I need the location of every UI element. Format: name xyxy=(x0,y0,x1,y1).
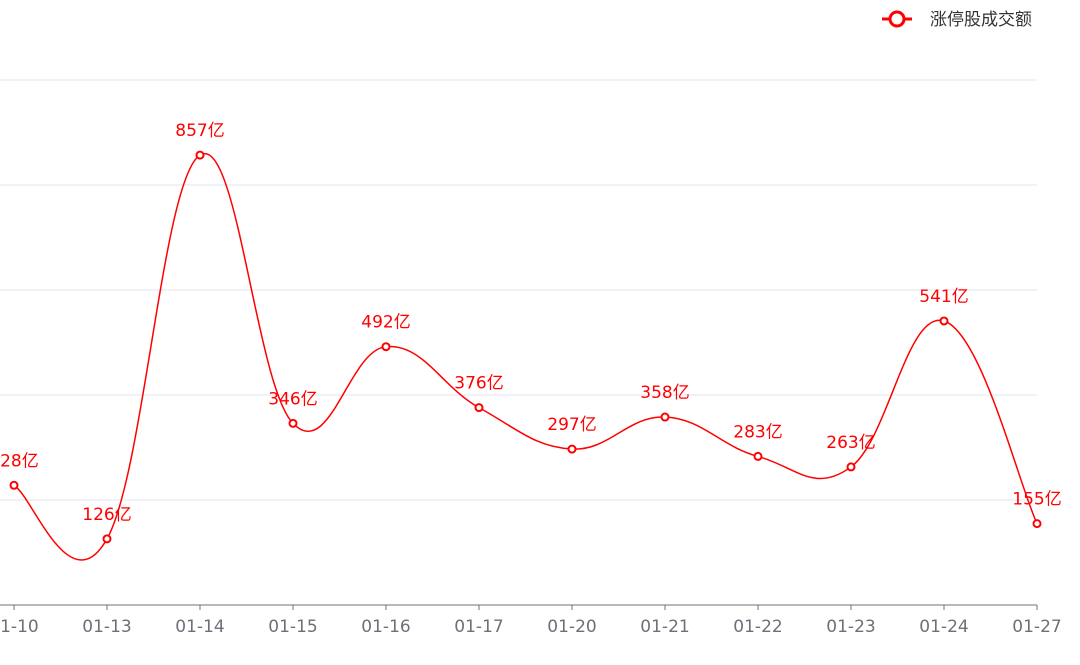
x-tick-label: 01-14 xyxy=(175,617,224,637)
x-tick-label: 01-20 xyxy=(547,617,596,637)
point xyxy=(474,403,484,413)
data-label: 263亿 xyxy=(826,433,875,453)
point xyxy=(288,418,298,428)
x-tick-label: 01-10 xyxy=(0,617,39,637)
legend-marker xyxy=(888,10,906,28)
data-label: 376亿 xyxy=(454,374,503,394)
data-label: 297亿 xyxy=(547,415,596,435)
x-tick-label: 01-13 xyxy=(82,617,131,637)
x-tick-label: 01-21 xyxy=(640,617,689,637)
point xyxy=(567,444,577,454)
data-label: 346亿 xyxy=(268,389,317,409)
x-tick-label: 01-17 xyxy=(454,617,503,637)
data-label: 857亿 xyxy=(175,121,224,141)
data-label: 492亿 xyxy=(361,313,410,333)
data-label: 358亿 xyxy=(640,383,689,403)
data-label: 228亿 xyxy=(0,451,39,471)
x-tick-label: 01-27 xyxy=(1012,617,1061,637)
data-label: 283亿 xyxy=(733,422,782,442)
x-tick-label: 01-15 xyxy=(268,617,317,637)
x-tick-label: 01-16 xyxy=(361,617,410,637)
point xyxy=(9,480,19,490)
legend-label[interactable]: 涨停股成交额 xyxy=(930,10,1032,30)
point xyxy=(195,150,205,160)
point xyxy=(846,462,856,472)
x-tick-label: 01-22 xyxy=(733,617,782,637)
x-tick-label: 01-23 xyxy=(826,617,875,637)
point xyxy=(753,451,763,461)
point xyxy=(102,534,112,544)
x-tick-label: 01-24 xyxy=(919,617,968,637)
data-label: 126亿 xyxy=(82,505,131,525)
data-label: 541亿 xyxy=(919,287,968,307)
line xyxy=(13,152,1038,561)
data-label: 155亿 xyxy=(1012,490,1061,510)
point xyxy=(660,412,670,422)
point xyxy=(939,316,949,326)
point xyxy=(381,342,391,352)
point xyxy=(1032,519,1042,529)
